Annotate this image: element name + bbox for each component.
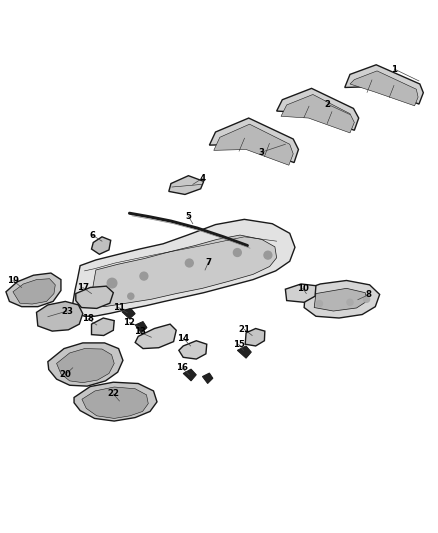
Text: 11: 11 <box>113 303 124 312</box>
Text: 5: 5 <box>186 212 191 221</box>
Text: 15: 15 <box>233 340 244 349</box>
Polygon shape <box>209 118 298 163</box>
Polygon shape <box>92 318 114 335</box>
Circle shape <box>264 251 272 259</box>
Polygon shape <box>57 349 114 383</box>
Circle shape <box>364 296 370 302</box>
Polygon shape <box>169 176 204 195</box>
Circle shape <box>347 299 353 305</box>
Circle shape <box>233 248 241 256</box>
Polygon shape <box>82 387 148 418</box>
Circle shape <box>185 259 193 267</box>
Circle shape <box>107 278 117 288</box>
Text: 21: 21 <box>238 325 251 334</box>
Polygon shape <box>277 88 359 130</box>
Polygon shape <box>237 346 251 358</box>
Text: 8: 8 <box>365 290 371 300</box>
Text: 20: 20 <box>60 370 71 379</box>
Polygon shape <box>281 94 354 133</box>
Polygon shape <box>92 237 111 254</box>
Text: 3: 3 <box>259 148 265 157</box>
Circle shape <box>316 301 322 306</box>
Text: 7: 7 <box>205 257 212 266</box>
Text: 23: 23 <box>61 306 73 316</box>
Polygon shape <box>179 341 207 359</box>
Polygon shape <box>345 65 424 104</box>
Polygon shape <box>202 373 213 384</box>
Polygon shape <box>92 235 277 306</box>
Polygon shape <box>304 280 380 318</box>
Polygon shape <box>36 302 83 331</box>
Polygon shape <box>135 324 176 349</box>
Polygon shape <box>135 321 147 333</box>
Polygon shape <box>214 124 293 165</box>
Polygon shape <box>314 288 367 311</box>
Text: 17: 17 <box>77 283 89 292</box>
Circle shape <box>128 293 134 299</box>
Polygon shape <box>122 309 135 319</box>
Text: 6: 6 <box>89 231 95 239</box>
Text: 14: 14 <box>177 334 189 343</box>
Text: 12: 12 <box>124 318 135 327</box>
Text: 16: 16 <box>176 364 188 372</box>
Text: 4: 4 <box>199 174 205 183</box>
Text: 22: 22 <box>107 390 119 399</box>
Text: 18: 18 <box>82 314 94 324</box>
Text: 2: 2 <box>324 100 330 109</box>
Polygon shape <box>350 71 418 106</box>
Text: 10: 10 <box>297 284 309 293</box>
Text: 19: 19 <box>7 276 19 285</box>
Text: 13: 13 <box>134 327 145 336</box>
Text: 1: 1 <box>392 64 398 74</box>
Circle shape <box>140 272 148 280</box>
Polygon shape <box>13 279 55 304</box>
Polygon shape <box>183 369 196 381</box>
Polygon shape <box>73 220 295 316</box>
Polygon shape <box>245 328 265 346</box>
Polygon shape <box>48 343 123 386</box>
Polygon shape <box>286 284 316 302</box>
Polygon shape <box>76 286 113 309</box>
Polygon shape <box>6 273 61 306</box>
Polygon shape <box>74 382 157 421</box>
